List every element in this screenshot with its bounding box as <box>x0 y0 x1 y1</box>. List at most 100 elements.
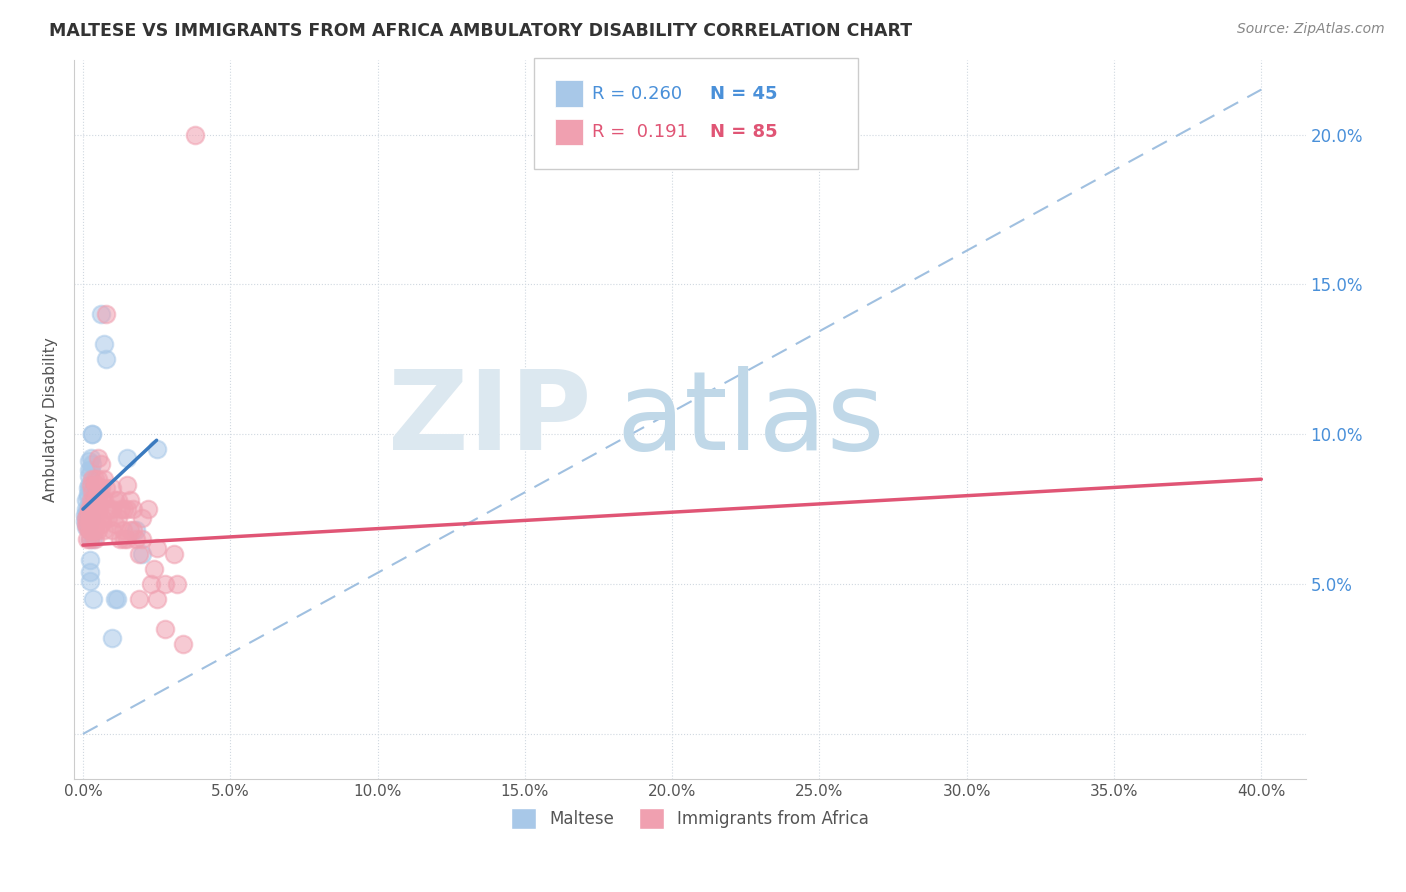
Point <box>77 511 100 525</box>
Point <box>90 481 112 495</box>
Point <box>79 496 101 510</box>
Point <box>76 520 98 534</box>
Point <box>111 523 134 537</box>
Point <box>115 532 138 546</box>
Point <box>86 493 108 508</box>
Point <box>77 490 100 504</box>
Point <box>107 511 129 525</box>
Point <box>83 493 105 508</box>
Point <box>83 523 105 537</box>
Text: Source: ZipAtlas.com: Source: ZipAtlas.com <box>1237 22 1385 37</box>
Point <box>77 481 100 495</box>
Point <box>120 493 142 508</box>
Point <box>82 523 104 537</box>
Point <box>77 523 100 537</box>
Point <box>82 532 104 546</box>
Point <box>79 454 101 468</box>
Point <box>86 523 108 537</box>
Point <box>80 451 103 466</box>
Point <box>75 514 97 528</box>
Point <box>79 553 101 567</box>
Point <box>93 523 115 537</box>
Point <box>91 493 114 508</box>
Point <box>79 478 101 492</box>
Point <box>122 502 145 516</box>
Text: R =  0.191: R = 0.191 <box>592 123 688 141</box>
Point <box>93 337 115 351</box>
Point <box>79 523 101 537</box>
Point <box>83 478 105 492</box>
Point <box>172 637 194 651</box>
Point <box>142 562 165 576</box>
Point <box>79 508 101 523</box>
Point <box>166 577 188 591</box>
Point <box>79 463 101 477</box>
Point <box>83 505 105 519</box>
Point <box>96 481 118 495</box>
Point <box>77 499 100 513</box>
Point <box>80 478 103 492</box>
Point <box>77 514 100 528</box>
Point <box>83 472 105 486</box>
Point <box>115 502 138 516</box>
Point <box>104 493 127 508</box>
Point <box>91 511 114 525</box>
Point <box>79 505 101 519</box>
Point <box>75 493 97 508</box>
Point <box>77 502 100 516</box>
Point <box>80 502 103 516</box>
Point <box>79 508 101 523</box>
Point <box>145 541 167 556</box>
Point <box>90 457 112 471</box>
Point <box>76 508 98 523</box>
Point <box>76 514 98 528</box>
Point <box>145 442 167 457</box>
Point <box>77 487 100 501</box>
Point <box>122 523 145 537</box>
Y-axis label: Ambulatory Disability: Ambulatory Disability <box>44 337 58 501</box>
Point <box>155 577 177 591</box>
Point <box>98 502 121 516</box>
Point <box>82 508 104 523</box>
Point <box>75 502 97 516</box>
Point <box>131 547 153 561</box>
Text: N = 45: N = 45 <box>710 85 778 103</box>
Point <box>112 502 135 516</box>
Point <box>97 511 120 525</box>
Point <box>80 463 103 477</box>
Point <box>80 523 103 537</box>
Point <box>96 307 118 321</box>
Point <box>131 532 153 546</box>
Point <box>75 517 97 532</box>
Point <box>83 532 105 546</box>
Point <box>79 517 101 532</box>
Legend: Maltese, Immigrants from Africa: Maltese, Immigrants from Africa <box>503 802 876 835</box>
Point <box>86 451 108 466</box>
Point <box>128 547 150 561</box>
Point <box>75 508 97 523</box>
Point <box>90 307 112 321</box>
Point <box>80 514 103 528</box>
Point <box>77 508 100 523</box>
Point <box>131 511 153 525</box>
Point <box>120 523 142 537</box>
Point <box>90 517 112 532</box>
Point <box>93 493 115 508</box>
Text: ZIP: ZIP <box>388 366 592 473</box>
Point <box>79 517 101 532</box>
Point <box>84 493 107 508</box>
Point <box>83 514 105 528</box>
Point <box>79 481 101 495</box>
Point <box>75 511 97 525</box>
Point <box>96 352 118 367</box>
Point <box>163 547 186 561</box>
Point <box>86 472 108 486</box>
Point <box>76 505 98 519</box>
Point <box>84 478 107 492</box>
Point <box>79 532 101 546</box>
Point <box>110 502 132 516</box>
Point <box>136 502 159 516</box>
Point <box>80 427 103 442</box>
Point <box>101 523 124 537</box>
Point <box>101 502 124 516</box>
